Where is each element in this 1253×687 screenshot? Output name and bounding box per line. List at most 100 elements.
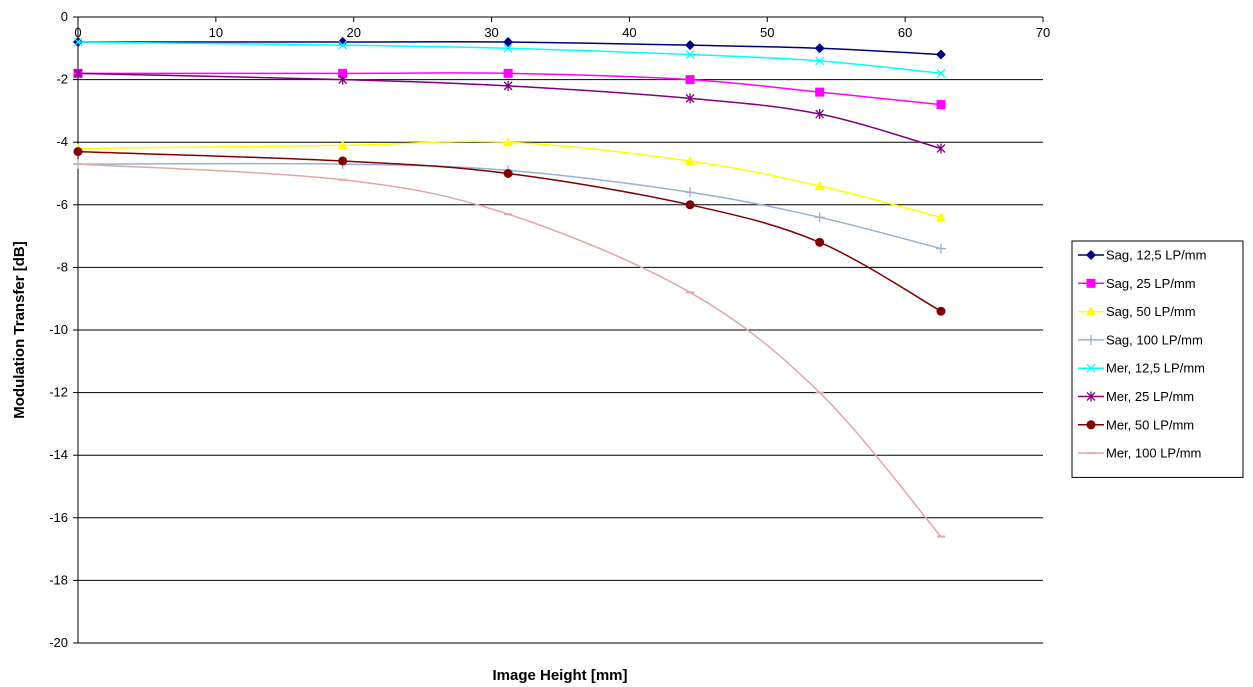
series-8 — [74, 163, 945, 538]
data-point — [936, 100, 946, 110]
x-tick-label: 60 — [898, 25, 912, 40]
data-point — [337, 140, 348, 150]
x-tick-label: 20 — [346, 25, 360, 40]
legend: Sag, 12,5 LP/mm Sag, 25 LP/mm Sag, 50 LP/m… — [1071, 240, 1244, 478]
legend-label: Sag, 25 LP/mm — [1106, 276, 1196, 291]
data-point — [936, 535, 945, 538]
data-point — [338, 178, 347, 181]
legend-label: Mer, 25 LP/mm — [1106, 389, 1194, 404]
data-point — [935, 49, 946, 60]
data-point — [503, 43, 513, 53]
series-7 — [73, 147, 946, 316]
y-axis-title: Modulation Transfer [dB] — [11, 241, 28, 419]
data-point — [686, 291, 695, 294]
data-point — [338, 40, 348, 50]
series-line — [77, 163, 942, 538]
y-tick-label: -16 — [49, 510, 68, 525]
data-point — [814, 212, 825, 223]
data-point — [814, 181, 825, 191]
legend-item: Sag, 100 LP/mm — [1078, 332, 1203, 347]
legend-item: Mer, 50 LP/mm — [1078, 417, 1194, 432]
legend-swatch-marker — [1086, 363, 1096, 373]
legend-swatch-marker — [1086, 250, 1096, 260]
series-layer — [73, 37, 946, 538]
data-point — [73, 68, 83, 79]
data-point — [685, 75, 695, 85]
data-point — [936, 68, 946, 78]
data-point — [815, 237, 825, 247]
y-tick-label: -18 — [49, 572, 68, 587]
legend-swatch-marker — [1086, 334, 1096, 345]
data-point — [338, 156, 348, 166]
series-2 — [73, 68, 946, 110]
data-point — [685, 50, 695, 60]
data-point — [936, 143, 946, 154]
legend-item: Sag, 12,5 LP/mm — [1078, 248, 1206, 263]
legend-label: Mer, 50 LP/mm — [1106, 417, 1194, 432]
legend-label: Sag, 12,5 LP/mm — [1106, 248, 1206, 263]
legend-item: Mer, 100 LP/mm — [1078, 446, 1201, 461]
y-tick-label: -2 — [56, 72, 68, 87]
y-tick-label: -10 — [49, 322, 68, 337]
data-point — [685, 40, 696, 51]
legend-swatch-marker — [1086, 420, 1096, 430]
legend-item: Sag, 50 LP/mm — [1078, 304, 1196, 319]
y-tick-label: 0 — [61, 9, 68, 24]
y-tick-label: -4 — [56, 134, 68, 149]
x-tick-label: 30 — [484, 25, 498, 40]
legend-label: Mer, 100 LP/mm — [1106, 446, 1201, 461]
gridlines — [78, 79, 1043, 644]
series-5 — [73, 37, 946, 78]
series-6 — [73, 68, 946, 154]
data-point — [815, 87, 825, 97]
data-point — [815, 109, 825, 120]
data-point — [73, 37, 83, 47]
legend-item: Mer, 12,5 LP/mm — [1078, 361, 1205, 376]
legend-swatch-marker — [1086, 306, 1096, 316]
legend-item: Sag, 25 LP/mm — [1078, 276, 1196, 291]
series-line — [77, 140, 942, 219]
data-point — [503, 37, 514, 48]
legend-swatch-marker — [1087, 452, 1095, 455]
data-point — [935, 243, 946, 254]
axes: 0 -2 -4 -6 -8 -10 -12 -14 -16 -18 -20 0 10 20 30 40 50 60… — [49, 9, 1050, 650]
x-tick-label: 50 — [760, 25, 774, 40]
y-tick-label: -14 — [49, 447, 68, 462]
data-point — [685, 93, 695, 104]
data-point — [503, 68, 513, 78]
x-tick-label: 40 — [622, 25, 636, 40]
y-tick-label: -12 — [49, 385, 68, 400]
data-point — [74, 163, 82, 166]
x-tick-label: 10 — [209, 25, 223, 40]
data-point — [503, 137, 514, 147]
legend-item: Mer, 25 LP/mm — [1078, 389, 1194, 404]
data-point — [338, 68, 348, 78]
data-point — [503, 80, 513, 91]
y-tick-label: -20 — [49, 635, 68, 650]
y-tick-label: -6 — [56, 197, 68, 212]
data-point — [338, 74, 348, 85]
y-tick-label: -8 — [56, 259, 68, 274]
data-point — [935, 212, 946, 222]
legend-label: Mer, 12,5 LP/mm — [1106, 361, 1205, 376]
x-axis-title: Image Height [mm] — [492, 667, 627, 684]
data-point — [503, 169, 513, 178]
data-point — [685, 187, 696, 198]
series-3 — [73, 137, 946, 222]
legend-swatch-marker — [1086, 391, 1096, 402]
data-point — [815, 56, 825, 66]
data-point — [814, 43, 825, 54]
data-point — [504, 213, 513, 216]
legend-label: Sag, 100 LP/mm — [1106, 332, 1203, 347]
data-point — [685, 155, 696, 165]
data-point — [73, 147, 83, 157]
data-point — [685, 200, 695, 210]
data-point — [936, 306, 946, 316]
data-point — [815, 391, 824, 394]
legend-box — [1071, 240, 1244, 478]
x-tick-label: 0 — [74, 25, 81, 40]
legend-label: Sag, 50 LP/mm — [1106, 304, 1196, 319]
x-tick-label: 70 — [1036, 25, 1050, 40]
legend-swatch-marker — [1086, 278, 1096, 288]
